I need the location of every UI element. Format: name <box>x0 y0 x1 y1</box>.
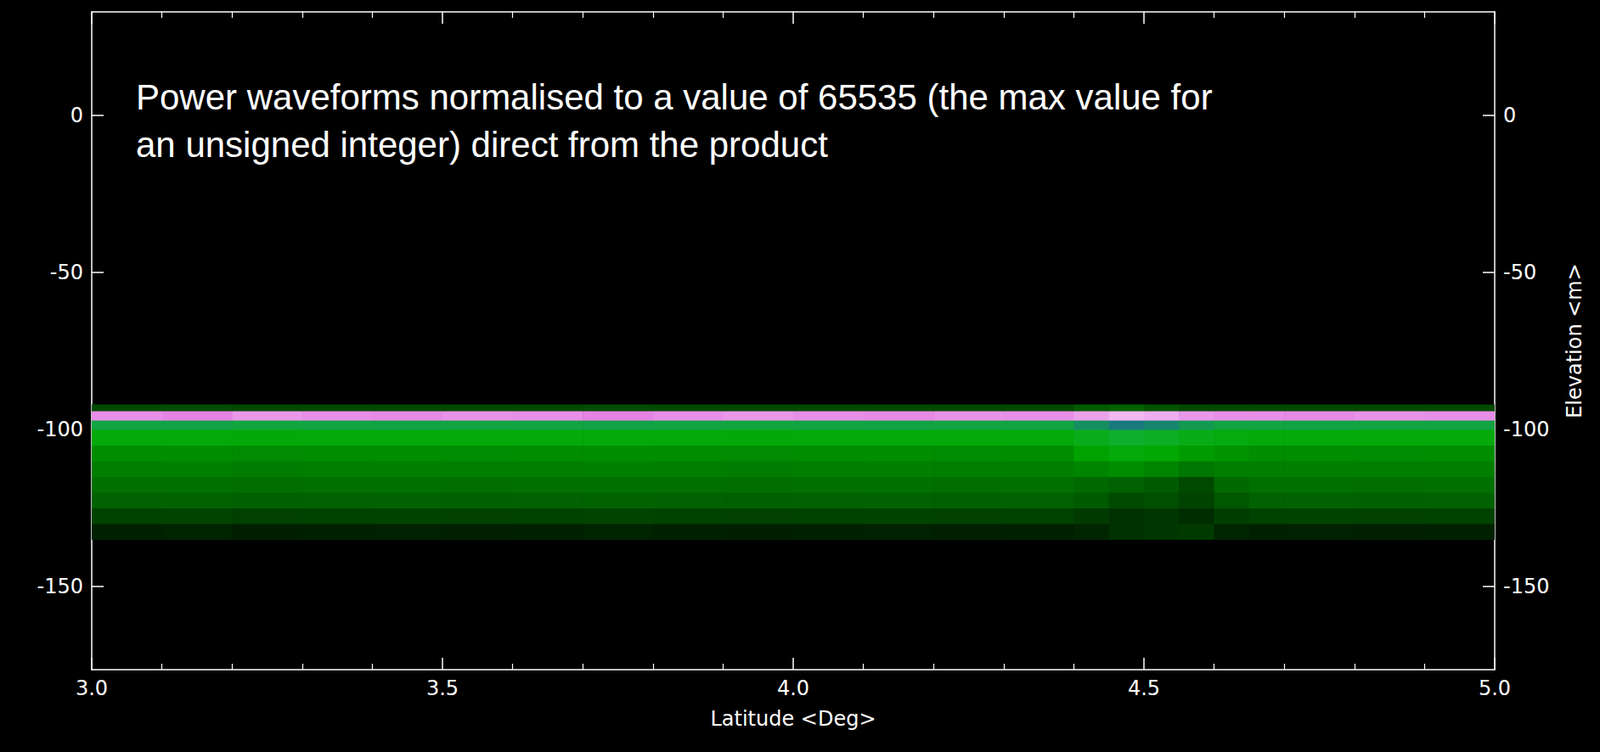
svg-text:-150: -150 <box>37 574 84 599</box>
svg-text:-100: -100 <box>37 417 84 442</box>
svg-text:Elevation <m>: Elevation <m> <box>1562 263 1587 419</box>
svg-text:4.0: 4.0 <box>777 676 810 701</box>
svg-text:Latitude <Deg>: Latitude <Deg> <box>709 707 876 732</box>
svg-text:Power waveforms normalised to: Power waveforms normalised to a value of… <box>135 77 1223 118</box>
svg-text:-150: -150 <box>1503 574 1550 599</box>
svg-text:-100: -100 <box>1503 417 1550 442</box>
svg-text:5.0: 5.0 <box>1478 676 1511 701</box>
svg-text:3.0: 3.0 <box>75 676 108 701</box>
svg-text:an unsigned integer) direct fr: an unsigned integer) direct from the pro… <box>135 124 829 165</box>
svg-text:3.5: 3.5 <box>426 676 459 701</box>
svg-text:0: 0 <box>1503 103 1516 128</box>
svg-text:4.5: 4.5 <box>1127 676 1161 701</box>
svg-text:-50: -50 <box>1503 260 1537 285</box>
svg-text:0: 0 <box>70 103 84 128</box>
svg-text:-50: -50 <box>50 260 84 285</box>
